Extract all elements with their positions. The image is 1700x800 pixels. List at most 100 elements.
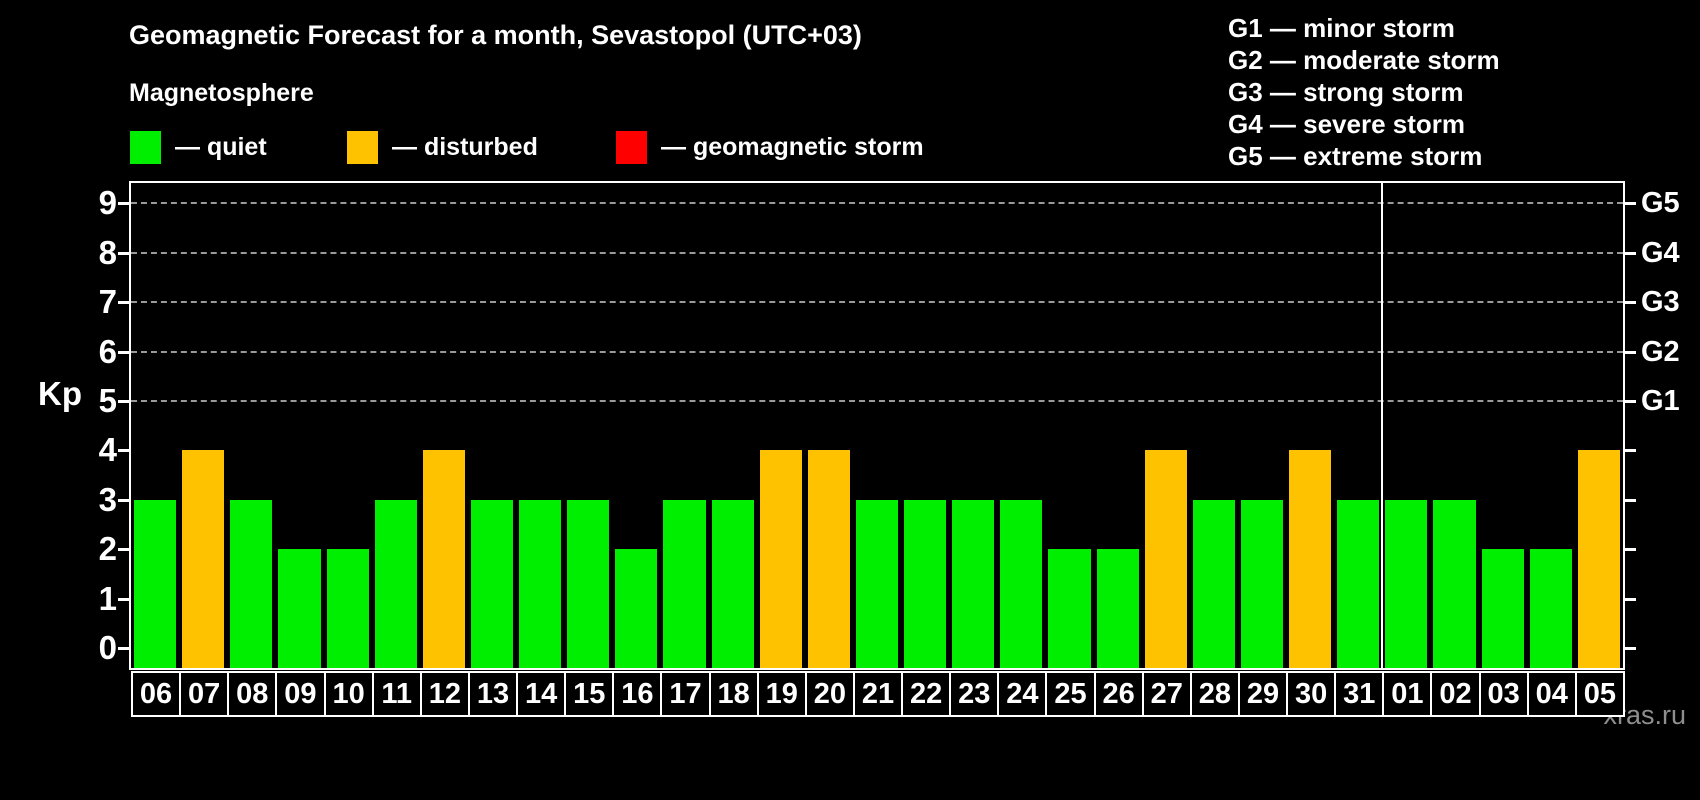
gridline-kp9	[131, 202, 1623, 205]
kp-bar-day-08	[230, 499, 273, 668]
y-axis-label-4: 4	[98, 431, 117, 469]
day-label-cell-11: 11	[371, 671, 422, 717]
day-label-cell-22: 22	[901, 671, 952, 717]
page-title: Geomagnetic Forecast for a month, Sevast…	[129, 20, 862, 50]
storm-scale-g2: G2 — moderate storm	[1228, 45, 1500, 75]
disturbed-color-swatch	[347, 131, 378, 164]
legend-label: — quiet	[175, 133, 267, 161]
right-axis-label-g3: G3	[1641, 286, 1680, 319]
gridline-kp7	[131, 301, 1623, 304]
day-label-cell-28: 28	[1189, 671, 1240, 717]
day-label-cell-24: 24	[997, 671, 1048, 717]
kp-bar-day-02	[1433, 499, 1476, 668]
day-label-cell-05: 05	[1574, 671, 1625, 717]
y-axis-label-1: 1	[98, 579, 117, 617]
day-label-cell-06: 06	[131, 671, 182, 717]
y-axis-label-8: 8	[98, 233, 117, 271]
kp-bar-day-31	[1337, 499, 1380, 668]
legend-label: — disturbed	[392, 133, 538, 161]
day-label-cell-27: 27	[1141, 671, 1192, 717]
storm-color-swatch	[616, 131, 647, 164]
day-label-cell-19: 19	[756, 671, 807, 717]
y-axis-label-0: 0	[98, 629, 117, 666]
kp-bar-day-07	[182, 450, 225, 668]
day-label-cell-30: 30	[1286, 671, 1337, 717]
kp-bar-day-19	[759, 450, 802, 668]
day-label-cell-09: 09	[275, 671, 326, 717]
storm-scale-legend: G1 — minor storm G2 — moderate storm G3 …	[1228, 12, 1500, 172]
day-label-cell-31: 31	[1334, 671, 1385, 717]
legend-item-disturbed: — disturbed	[347, 131, 538, 164]
y-axis-label-2: 2	[98, 530, 117, 568]
legend-label: — geomagnetic storm	[661, 133, 924, 161]
kp-bar-day-17	[663, 499, 706, 668]
y-axis-label-6: 6	[98, 332, 117, 370]
gridline-kp5	[131, 400, 1623, 402]
kp-bar-day-30	[1289, 450, 1332, 668]
kp-bar-day-16	[615, 549, 658, 668]
kp-bar-day-18	[711, 499, 754, 668]
right-axis-label-g4: G4	[1641, 236, 1680, 269]
kp-bar-day-25	[1048, 549, 1091, 668]
plot-area	[131, 183, 1623, 668]
kp-bar-day-01	[1385, 499, 1428, 668]
legend-item-quiet: — quiet	[130, 131, 267, 164]
storm-scale-g1: G1 — minor storm	[1228, 13, 1455, 43]
day-label-cell-03: 03	[1478, 671, 1529, 717]
kp-bar-day-28	[1192, 499, 1235, 668]
day-label-cell-23: 23	[949, 671, 1000, 717]
day-label-cell-20: 20	[804, 671, 855, 717]
storm-scale-g5: G5 — extreme storm	[1228, 141, 1483, 171]
y-axis-title: Kp	[38, 375, 82, 412]
day-label-cell-04: 04	[1526, 671, 1577, 717]
day-label-cell-25: 25	[1045, 671, 1096, 717]
day-label-cell-02: 02	[1430, 671, 1481, 717]
kp-bar-day-26	[1096, 549, 1139, 668]
kp-bar-day-04	[1529, 549, 1572, 668]
gridline-kp8	[131, 251, 1623, 254]
kp-bar-day-03	[1481, 549, 1524, 668]
storm-scale-g4: G4 — severe storm	[1228, 109, 1466, 139]
day-label-cell-29: 29	[1237, 671, 1289, 717]
kp-bar-day-23	[952, 499, 995, 668]
right-axis-label-g2: G2	[1641, 335, 1680, 368]
day-label-cell-07: 07	[179, 671, 230, 717]
kp-bar-day-22	[904, 499, 947, 668]
right-axis-label-g1: G1	[1641, 385, 1680, 417]
kp-bar-day-21	[855, 499, 899, 668]
day-label-cell-01: 01	[1382, 671, 1433, 717]
kp-bar-day-12	[422, 450, 465, 668]
day-label-cell-08: 08	[227, 671, 278, 717]
kp-bar-day-27	[1144, 450, 1187, 668]
y-axis-label-7: 7	[98, 283, 117, 321]
day-label-cell-15: 15	[564, 671, 615, 717]
day-label-cell-16: 16	[612, 671, 663, 717]
storm-scale-g3: G3 — strong storm	[1228, 77, 1464, 107]
day-label-cell-13: 13	[467, 671, 519, 717]
kp-bar-day-14	[519, 499, 562, 668]
day-label-cell-21: 21	[852, 671, 904, 717]
y-axis-label-9: 9	[98, 184, 117, 222]
day-label-cell-26: 26	[1093, 671, 1144, 717]
kp-bar-day-29	[1240, 499, 1284, 668]
kp-bar-day-11	[374, 499, 417, 668]
kp-bar-day-06	[134, 499, 177, 668]
kp-bar-day-13	[470, 499, 514, 668]
quiet-color-swatch	[130, 131, 161, 164]
day-label-cell-10: 10	[323, 671, 374, 717]
kp-bar-day-10	[326, 549, 369, 668]
kp-bar-day-09	[278, 549, 321, 668]
y-axis-label-3: 3	[98, 480, 117, 518]
right-axis-label-g5: G5	[1641, 187, 1680, 220]
day-label-cell-18: 18	[708, 671, 759, 717]
legend-item-geomagnetic-storm: — geomagnetic storm	[616, 131, 924, 164]
plot-frame	[129, 181, 1625, 670]
magnetosphere-subtitle: Magnetosphere	[129, 79, 314, 107]
kp-bar-day-05	[1577, 450, 1620, 668]
month-separator-line	[1381, 183, 1384, 668]
kp-bar-day-15	[567, 499, 610, 668]
day-label-cell-17: 17	[660, 671, 711, 717]
day-label-cell-14: 14	[516, 671, 567, 717]
day-label-cell-12: 12	[419, 671, 470, 717]
